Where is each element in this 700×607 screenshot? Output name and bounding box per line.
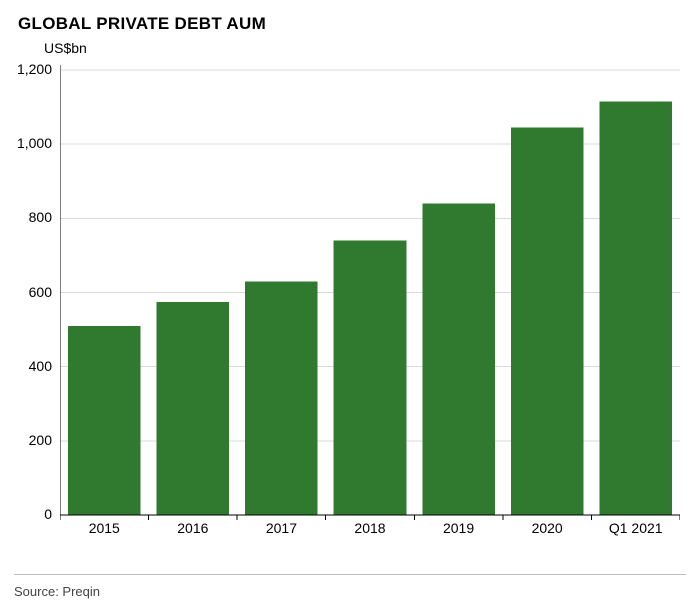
x-axis: 2015 2016 2017 2018 2019 2020 Q1 2021 <box>60 515 680 536</box>
source-label: Source: Preqin <box>14 584 100 599</box>
bars <box>68 102 672 515</box>
y-tick-label: 800 <box>0 209 52 225</box>
bar <box>511 127 584 515</box>
bar <box>422 204 495 516</box>
x-tick-label: 2018 <box>354 520 385 536</box>
bar <box>334 241 407 515</box>
y-tick-label: 1,000 <box>0 135 52 151</box>
y-tick-label: 1,200 <box>0 61 52 77</box>
x-tick-label: 2017 <box>266 520 297 536</box>
x-tick-label: 2020 <box>532 520 563 536</box>
bar <box>157 302 230 515</box>
y-tick-label: 400 <box>0 358 52 374</box>
footer-divider <box>14 574 686 575</box>
bar <box>599 102 672 515</box>
y-tick-label: 200 <box>0 432 52 448</box>
x-tick-label: 2019 <box>443 520 474 536</box>
bar-chart: 2015 2016 2017 2018 2019 2020 Q1 2021 <box>60 60 680 540</box>
bar <box>245 281 318 515</box>
x-tick-label: Q1 2021 <box>609 520 663 536</box>
x-tick-label: 2015 <box>89 520 120 536</box>
chart-container: GLOBAL PRIVATE DEBT AUM US$bn 2015201620… <box>0 0 700 607</box>
y-tick-label: 600 <box>0 284 52 300</box>
x-tick-label: 2016 <box>177 520 208 536</box>
bar <box>68 326 141 515</box>
chart-title: GLOBAL PRIVATE DEBT AUM <box>18 14 266 34</box>
y-axis-unit: US$bn <box>44 40 87 56</box>
y-tick-label: 0 <box>0 506 52 522</box>
